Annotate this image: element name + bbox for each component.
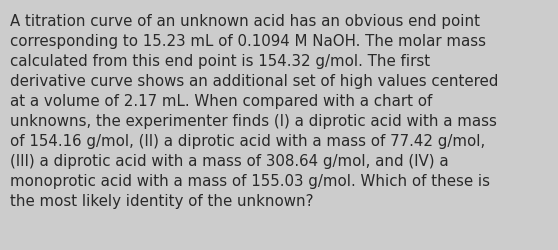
Text: A titration curve of an unknown acid has an obvious end point
corresponding to 1: A titration curve of an unknown acid has… bbox=[10, 14, 498, 208]
